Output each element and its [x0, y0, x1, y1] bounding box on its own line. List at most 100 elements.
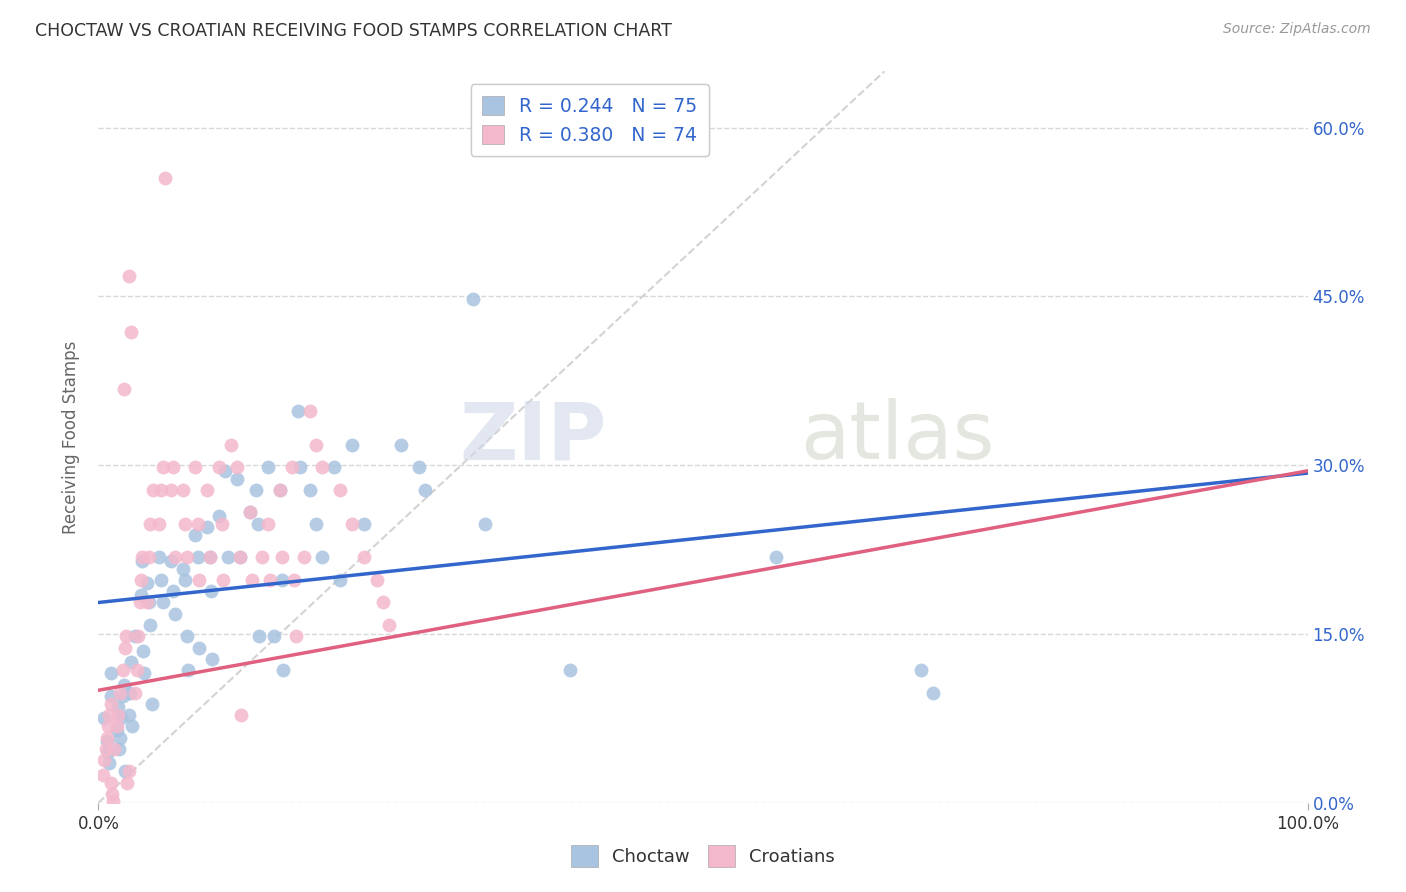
Y-axis label: Receiving Food Stamps: Receiving Food Stamps — [62, 341, 80, 533]
Point — [108, 741, 131, 756]
Point — [229, 550, 252, 565]
Point — [160, 554, 183, 568]
Point — [256, 460, 278, 475]
Point — [172, 562, 194, 576]
Point — [311, 460, 333, 475]
Point — [112, 382, 135, 396]
Point — [299, 483, 322, 497]
Point — [162, 460, 184, 475]
Point — [114, 764, 136, 779]
Point — [93, 753, 115, 767]
Point — [131, 550, 153, 565]
Point — [153, 171, 176, 186]
Legend: Choctaw, Croatians: Choctaw, Croatians — [564, 838, 842, 874]
Text: CHOCTAW VS CROATIAN RECEIVING FOOD STAMPS CORRELATION CHART: CHOCTAW VS CROATIAN RECEIVING FOOD STAMP… — [35, 22, 672, 40]
Text: Source: ZipAtlas.com: Source: ZipAtlas.com — [1223, 22, 1371, 37]
Point — [120, 655, 142, 669]
Point — [100, 775, 122, 789]
Point — [198, 550, 221, 565]
Point — [96, 731, 118, 745]
Point — [124, 629, 146, 643]
Point — [259, 573, 281, 587]
Point — [250, 550, 273, 565]
Point — [139, 516, 162, 531]
Point — [229, 550, 252, 565]
Point — [111, 689, 134, 703]
Point — [100, 787, 122, 801]
Point — [290, 460, 312, 475]
Point — [118, 269, 141, 284]
Point — [269, 483, 291, 497]
Point — [558, 663, 581, 677]
Point — [174, 573, 197, 587]
Point — [305, 438, 328, 452]
Point — [108, 685, 131, 699]
Point — [120, 326, 142, 340]
Point — [226, 472, 249, 486]
Point — [187, 550, 209, 565]
Point — [129, 573, 152, 587]
Point — [463, 292, 485, 306]
Point — [93, 711, 115, 725]
Point — [135, 595, 157, 609]
Point — [131, 554, 153, 568]
Point — [98, 708, 121, 723]
Point — [323, 460, 346, 475]
Point — [96, 734, 118, 748]
Point — [921, 685, 943, 699]
Point — [110, 711, 132, 725]
Point — [187, 573, 209, 587]
Point — [229, 708, 252, 723]
Point — [765, 550, 787, 565]
Point — [124, 685, 146, 699]
Point — [105, 723, 128, 737]
Point — [239, 506, 262, 520]
Point — [148, 550, 170, 565]
Point — [371, 595, 394, 609]
Point — [283, 573, 305, 587]
Point — [342, 438, 364, 452]
Point — [100, 689, 122, 703]
Point — [389, 438, 412, 452]
Point — [174, 516, 197, 531]
Point — [138, 595, 160, 609]
Point — [172, 483, 194, 497]
Point — [111, 663, 134, 677]
Point — [141, 697, 163, 711]
Point — [198, 550, 221, 565]
Point — [100, 666, 122, 681]
Point — [142, 483, 165, 497]
Point — [305, 516, 328, 531]
Point — [107, 700, 129, 714]
Point — [281, 460, 304, 475]
Point — [208, 460, 231, 475]
Point — [163, 550, 186, 565]
Point — [256, 516, 278, 531]
Point — [107, 708, 129, 723]
Point — [94, 741, 117, 756]
Point — [187, 640, 209, 655]
Point — [212, 573, 235, 587]
Point — [329, 573, 352, 587]
Point — [184, 460, 207, 475]
Point — [152, 460, 174, 475]
Point — [97, 719, 120, 733]
Point — [139, 618, 162, 632]
Point — [135, 576, 157, 591]
Point — [311, 550, 333, 565]
Point — [118, 708, 141, 723]
Point — [377, 618, 399, 632]
Point — [269, 483, 291, 497]
Point — [150, 573, 173, 587]
Point — [366, 573, 388, 587]
Point — [329, 483, 352, 497]
Legend: R = 0.244   N = 75, R = 0.380   N = 74: R = 0.244 N = 75, R = 0.380 N = 74 — [471, 85, 709, 156]
Point — [101, 793, 124, 807]
Point — [121, 719, 143, 733]
Point — [247, 516, 270, 531]
Point — [245, 483, 267, 497]
Point — [187, 516, 209, 531]
Point — [221, 438, 243, 452]
Point — [263, 629, 285, 643]
Point — [100, 697, 122, 711]
